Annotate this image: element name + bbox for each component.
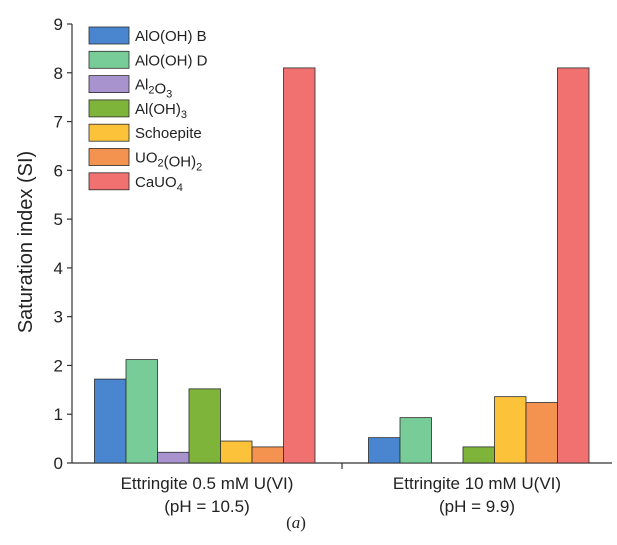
y-tick-label: 9 [54, 15, 63, 34]
bar [188, 388, 221, 464]
legend-swatch [88, 75, 130, 93]
legend-label: Al(OH)3 [135, 101, 187, 121]
bar [557, 67, 590, 464]
plot-area: 0 1 2 3 4 5 6 7 8 9 Ettringite 0.5 mM U(VI) (pH = 1… [54, 15, 612, 516]
legend-swatch [88, 172, 130, 191]
y-tick-label: 4 [54, 259, 63, 278]
bar [525, 402, 558, 464]
legend-swatch [88, 148, 130, 166]
bar [220, 440, 253, 464]
legend-swatch [88, 99, 130, 118]
y-tick-label: 7 [54, 113, 63, 132]
x-category-label: Ettringite 0.5 mM U(VI) [121, 474, 294, 493]
legend-label: AlO(OH) D [135, 52, 208, 69]
legend-label: CaUO4 [135, 174, 183, 194]
y-tick-label: 0 [54, 454, 63, 473]
legend-swatch [88, 50, 130, 69]
bar [368, 437, 401, 464]
bar [399, 417, 432, 464]
bar [462, 446, 495, 464]
figure-caption: (a) [286, 513, 306, 532]
y-tick-label: 1 [54, 405, 63, 424]
y-axis-title: Saturation index (SI) [15, 151, 37, 333]
x-category-sublabel: (pH = 9.9) [439, 497, 515, 516]
x-category-sublabel: (pH = 10.5) [164, 497, 250, 516]
bar [125, 359, 158, 464]
y-tick-label: 5 [54, 210, 63, 229]
x-category-label: Ettringite 10 mM U(VI) [393, 474, 561, 493]
bar [94, 378, 127, 464]
legend-label: AlO(OH) B [135, 28, 207, 45]
bar [283, 67, 316, 464]
y-tick-label: 3 [54, 308, 63, 327]
legend-swatch [88, 26, 130, 45]
y-tick-label: 6 [54, 161, 63, 180]
y-tick-label: 2 [54, 356, 63, 375]
legend-swatch [88, 123, 130, 142]
legend-label: UO2(OH)2 [135, 150, 202, 174]
legend-label: Al2O3 [135, 77, 172, 101]
bar [494, 396, 527, 464]
legend-label: Schoepite [135, 125, 202, 142]
bar [251, 446, 284, 464]
y-tick-label: 8 [54, 64, 63, 83]
bar [157, 451, 190, 464]
